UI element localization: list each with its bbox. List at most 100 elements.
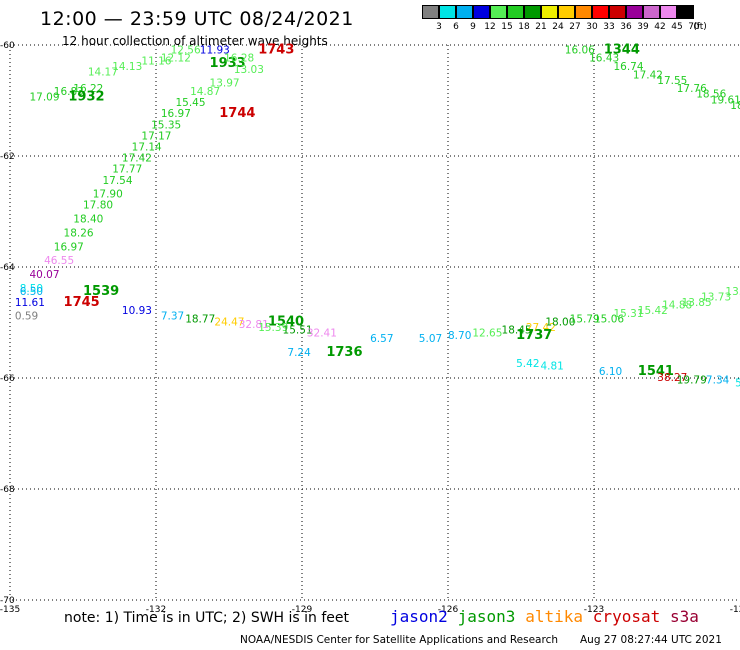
satellite-s3a: s3a [670, 607, 699, 626]
wave-height-value: 17.14 [132, 141, 162, 153]
latitude-label: -62 [0, 152, 15, 162]
colorbar-swatch [592, 5, 609, 19]
wave-height-value: 11.61 [15, 297, 45, 309]
colorbar-swatch [439, 5, 456, 19]
wave-height-value: 8.50 [20, 283, 43, 295]
pass-time-label: 1344 [604, 42, 640, 57]
colorbar-tick-label: 15 [501, 22, 513, 32]
colorbar-swatch [473, 5, 490, 19]
colorbar-swatch [626, 5, 643, 19]
satellite-altika: altika [525, 607, 583, 626]
colorbar-swatch [558, 5, 575, 19]
pass-time-label: 1744 [219, 106, 255, 121]
latitude-label: -70 [0, 596, 15, 606]
wave-height-value: 13.97 [210, 78, 240, 90]
latitude-label: -68 [0, 485, 15, 495]
wave-height-value: 18.45 [502, 325, 532, 337]
wave-height-value: 15.51 [283, 325, 313, 337]
pass-time-label: 1743 [258, 42, 294, 57]
wave-height-value: 18.26 [64, 227, 94, 239]
wave-height-value: 15.06 [594, 314, 624, 326]
wave-height-value: 16.43 [589, 53, 619, 65]
wave-height-value: 17.54 [102, 175, 132, 187]
colorbar-swatch [490, 5, 507, 19]
latitude-label: -64 [0, 263, 15, 273]
colorbar-swatch [507, 5, 524, 19]
wave-height-value: 16.22 [73, 83, 103, 95]
wave-height-value: 5.01 [735, 377, 740, 389]
wave-height-value: 13.73 [701, 291, 731, 303]
wave-height-value: 16.28 [224, 53, 254, 65]
wave-height-value: 14.87 [190, 86, 220, 98]
wave-height-value: 46.55 [44, 255, 74, 267]
wave-height-value: 18.77 [185, 314, 215, 326]
satellite-jason3: jason3 [457, 607, 516, 626]
wave-height-value: 7.37 [161, 311, 184, 323]
wave-height-value: 17.42 [633, 69, 663, 81]
colorbar-swatch [575, 5, 592, 19]
wave-height-value: 12.12 [161, 53, 191, 65]
longitude-label: -135 [0, 605, 20, 615]
wave-height-value: 11.16 [141, 55, 171, 67]
wave-height-value: 17.77 [112, 164, 142, 176]
footnote: note: 1) Time is in UTC; 2) SWH is in fe… [64, 610, 350, 626]
colorbar-tick-label: 9 [470, 22, 476, 32]
wave-height-value: 15.45 [175, 97, 205, 109]
pass-time-label: 1932 [68, 90, 104, 105]
wave-height-value: 17.90 [93, 189, 123, 201]
wave-height-value: 13.47 [725, 286, 740, 298]
colorbar-tick-label: 30 [586, 22, 598, 32]
longitude-label: -132 [146, 605, 166, 615]
wave-height-value: 5.07 [419, 333, 442, 345]
wave-height-value: 12.65 [472, 327, 502, 339]
colorbar-tick-label: 70 [688, 22, 700, 32]
wave-height-value: 4.81 [540, 361, 563, 373]
wave-height-value: 32.41 [307, 327, 337, 339]
wave-height-value: 19.79 [677, 375, 707, 387]
colorbar-swatch [677, 5, 694, 19]
wave-height-value: 15.39 [258, 322, 288, 334]
wave-height-value: 7.34 [706, 375, 730, 387]
wave-height-value: 17.09 [29, 92, 59, 104]
wave-height-value: 10.93 [122, 305, 152, 317]
wave-height-value: 15.35 [151, 119, 181, 131]
wave-height-value: 15.31 [613, 308, 643, 320]
wave-height-value: 6.57 [370, 333, 393, 345]
wave-height-value: 17.17 [141, 130, 171, 142]
page-title: 12:00 — 23:59 UTC 08/24/2021 [40, 8, 354, 30]
wave-height-value: 18.07 [730, 100, 740, 112]
colorbar-swatch [422, 5, 439, 19]
map-frame [9, 44, 740, 601]
colorbar-tick-label: 45 [671, 22, 683, 32]
wave-height-value: 40.07 [29, 269, 59, 281]
colorbar-tick-label: 27 [569, 22, 581, 32]
wave-height-value: 38.27 [657, 372, 687, 384]
longitude-label: -123 [584, 605, 604, 615]
wave-height-value: 16.97 [161, 108, 191, 120]
colorbar-tick-label: 33 [603, 22, 615, 32]
pass-time-label: 1540 [268, 314, 304, 329]
wave-height-value: 27.42 [526, 322, 556, 334]
colorbar-swatch [609, 5, 626, 19]
wave-height-value: 14.88 [662, 300, 692, 312]
colorbar-tick-label: 42 [654, 22, 666, 32]
pass-time-label: 1737 [516, 328, 552, 343]
wave-height-value: 17.42 [122, 153, 152, 165]
wave-height-value: 14.17 [88, 67, 118, 79]
latitude-label: -66 [0, 374, 15, 384]
colorbar-tick-label: 24 [552, 22, 564, 32]
longitude-label: -126 [438, 605, 459, 615]
longitude-label: -120 [730, 605, 740, 615]
wave-height-value: 7.24 [287, 347, 311, 359]
colorbar-swatch [660, 5, 677, 19]
wave-height-value: 18.40 [73, 214, 103, 226]
wave-height-value: 6.10 [599, 366, 622, 378]
colorbar-tick-label: 39 [637, 22, 649, 32]
colorbar-swatch [456, 5, 473, 19]
colorbar-tick-label: 6 [453, 22, 459, 32]
wave-height-value: 16.97 [54, 241, 84, 253]
wave-height-value: 17.80 [83, 200, 113, 212]
wave-height-value: 8.70 [448, 330, 471, 342]
wave-height-value: 11.93 [200, 44, 230, 56]
